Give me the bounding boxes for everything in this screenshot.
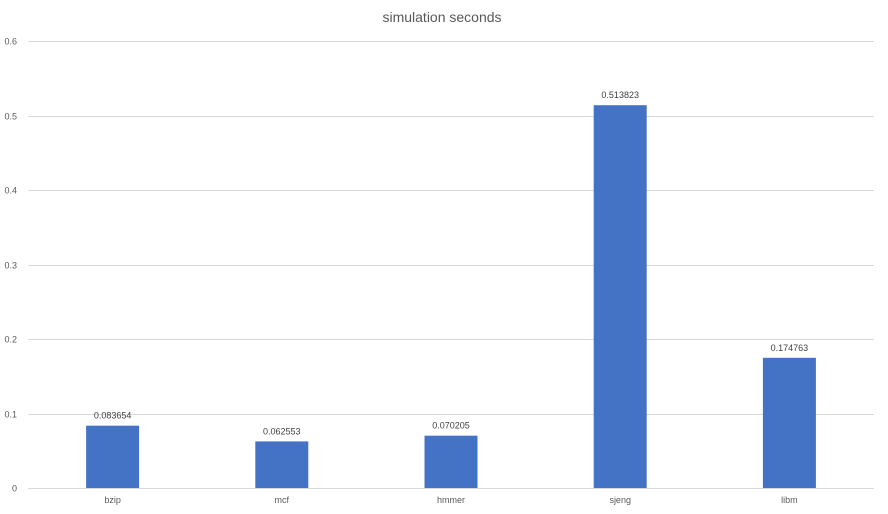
y-tick-label: 0.4 [4, 186, 17, 196]
y-tick-label: 0.2 [4, 335, 17, 345]
x-axis-categories: bzip mcf hmmer sjeng libm [104, 495, 797, 505]
y-axis-ticks: 0 0.1 0.2 0.3 0.4 0.5 0.6 [4, 37, 17, 494]
bar-sjeng [593, 105, 647, 488]
y-tick-label: 0.6 [4, 37, 17, 47]
data-label-mcf: 0.062553 [263, 426, 301, 436]
y-tick-label: 0 [12, 484, 17, 494]
bar-libm [762, 357, 816, 488]
data-label-hmmer: 0.070205 [432, 421, 470, 431]
bar-bzip [86, 425, 140, 488]
x-tick-label-hmmer: hmmer [437, 495, 465, 505]
y-tick-label: 0.1 [4, 410, 17, 420]
data-label-sjeng: 0.513823 [601, 90, 639, 100]
data-labels: 0.083654 0.062553 0.070205 0.513823 0.174763 [94, 90, 808, 436]
gridlines [28, 41, 874, 489]
bar-hmmer [424, 435, 478, 488]
y-tick-label: 0.5 [4, 112, 17, 122]
data-label-libm: 0.174763 [771, 343, 809, 353]
bar-mcf [255, 441, 309, 488]
data-label-bzip: 0.083654 [94, 411, 132, 421]
y-tick-label: 0.3 [4, 261, 17, 271]
x-tick-label-libm: libm [781, 495, 798, 505]
chart-title: simulation seconds [382, 9, 501, 25]
x-tick-label-bzip: bzip [104, 495, 121, 505]
x-tick-label-sjeng: sjeng [609, 495, 631, 505]
x-tick-label-mcf: mcf [275, 495, 290, 505]
bars [86, 105, 816, 488]
